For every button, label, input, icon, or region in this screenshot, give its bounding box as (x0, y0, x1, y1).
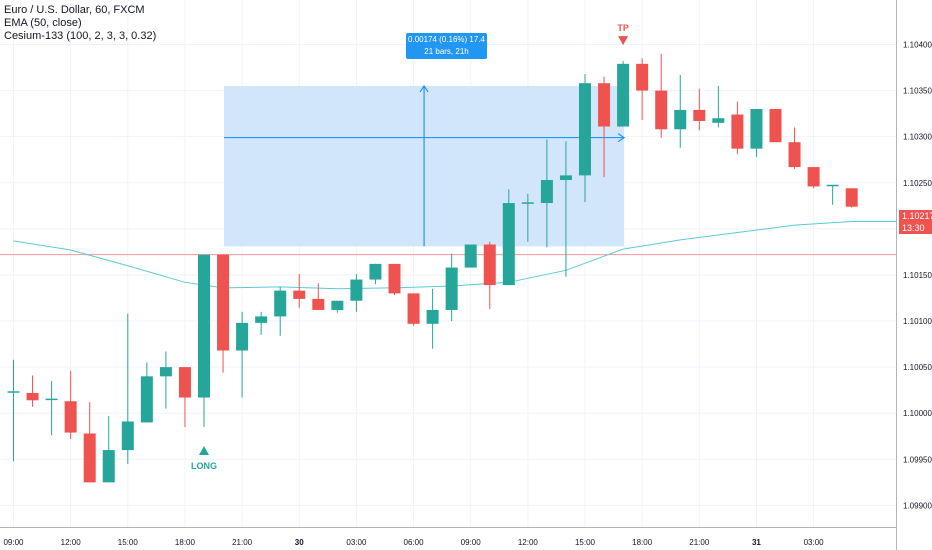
time-tick-label: 15:00 (575, 538, 596, 547)
time-tick-label: 21:00 (689, 538, 710, 547)
time-axis[interactable]: 09:00 12:00 15:00 18:00 21:00 30 03:00 06:00 09:… (3, 538, 824, 547)
candle-body (636, 63, 649, 91)
price-tick-label: 1.10350 (903, 87, 932, 96)
candle-body (464, 244, 477, 268)
measure-change: 0.00174 (0.16%) 17.4 (408, 35, 485, 44)
candle-body (426, 309, 439, 324)
candle-body (769, 109, 782, 143)
candle-body (388, 263, 401, 294)
candle-body (845, 188, 858, 207)
time-tick-label: 03:00 (804, 538, 825, 547)
candle-body (826, 184, 839, 187)
candle-body (502, 203, 515, 286)
candle-body (693, 109, 706, 121)
time-tick-label: 30 (295, 538, 304, 547)
measure-arrow-head-right (617, 133, 626, 143)
measure-arrow-head-up (419, 84, 429, 93)
tp-arrow-icon (618, 36, 629, 46)
candle-body (217, 254, 230, 351)
candle-body (102, 450, 115, 483)
countdown-tag: 13:30 (899, 222, 932, 234)
candle-body (788, 142, 801, 168)
time-tick-label: 03:00 (346, 538, 367, 547)
price-tick-label: 1.10050 (903, 363, 932, 372)
candle-body (331, 300, 344, 310)
time-tick-label: 21:00 (232, 538, 253, 547)
candle-body (7, 391, 20, 393)
ema-legend[interactable]: EMA (50, close) (4, 17, 82, 29)
time-tick-label: 31 (752, 538, 761, 547)
candle-body (483, 244, 496, 286)
candle-body (45, 398, 58, 401)
time-tick-label: 12:00 (61, 538, 82, 547)
candle-body (750, 109, 763, 149)
candle-body (64, 401, 77, 433)
price-tick-label: 1.09950 (903, 455, 932, 464)
measure-bars: 21 bars, 21h (424, 47, 469, 56)
candle-body (350, 279, 363, 301)
time-tick-label: 18:00 (632, 538, 653, 547)
time-tick-label: 06:00 (404, 538, 425, 547)
price-tick-label: 1.10300 (903, 133, 932, 142)
candle-body (559, 175, 572, 180)
measure-range[interactable] (224, 84, 626, 247)
symbol-title[interactable]: Euro / U.S. Dollar, 60, FXCM (4, 4, 145, 16)
time-tick-label: 12:00 (518, 538, 539, 547)
candle-body (712, 118, 725, 123)
time-tick-label: 09:00 (461, 538, 482, 547)
candles (7, 53, 858, 483)
candle-body (236, 322, 249, 351)
time-tick-label: 09:00 (3, 538, 24, 547)
candle-body (140, 376, 153, 423)
price-axis[interactable]: 1.104001.103501.103001.102501.102001.101… (903, 40, 932, 510)
candle-body (159, 367, 172, 377)
candle-body (178, 367, 191, 398)
last-price-tag: 1.10217 (899, 210, 932, 222)
candle-body (598, 83, 611, 127)
candle-body (521, 202, 534, 204)
candle-body (83, 433, 96, 483)
candle-body (198, 254, 210, 398)
candle-body (255, 316, 268, 323)
price-tick-label: 1.10250 (903, 179, 932, 188)
candle-body (617, 63, 630, 127)
price-tick-label: 1.09900 (903, 501, 932, 510)
candle-body (807, 167, 820, 187)
time-tick-label: 18:00 (175, 538, 196, 547)
candle-body (293, 290, 306, 299)
candle-body (579, 83, 591, 176)
candle-body (445, 267, 458, 310)
candle-body (274, 290, 287, 317)
price-tick-label: 1.10150 (903, 271, 932, 280)
candle-body (407, 293, 420, 324)
price-tick-label: 1.10000 (903, 409, 932, 418)
measure-label: 0.00174 (0.16%) 17.4 21 bars, 21h (406, 33, 487, 59)
price-tick-label: 1.10100 (903, 317, 932, 326)
candle-body (312, 298, 325, 310)
long-signal-label: LONG (191, 461, 217, 471)
candle-body (540, 179, 553, 204)
tp-signal-label: TP (617, 23, 629, 33)
candle-body (731, 114, 744, 149)
time-tick-label: 15:00 (118, 538, 139, 547)
candle-body (369, 263, 382, 280)
candle-body (674, 109, 687, 130)
candle-body (26, 392, 39, 401)
chart-legend: Euro / U.S. Dollar, 60, FXCM EMA (50, cl… (4, 4, 156, 43)
long-arrow-icon (199, 446, 209, 456)
indicator-legend[interactable]: Cesium-133 (100, 2, 3, 3, 0.32) (4, 30, 157, 42)
candle-body (655, 90, 668, 130)
signal-markers: LONG TP (191, 23, 629, 471)
candle-body (121, 421, 134, 451)
price-tick-label: 1.10400 (903, 40, 932, 49)
